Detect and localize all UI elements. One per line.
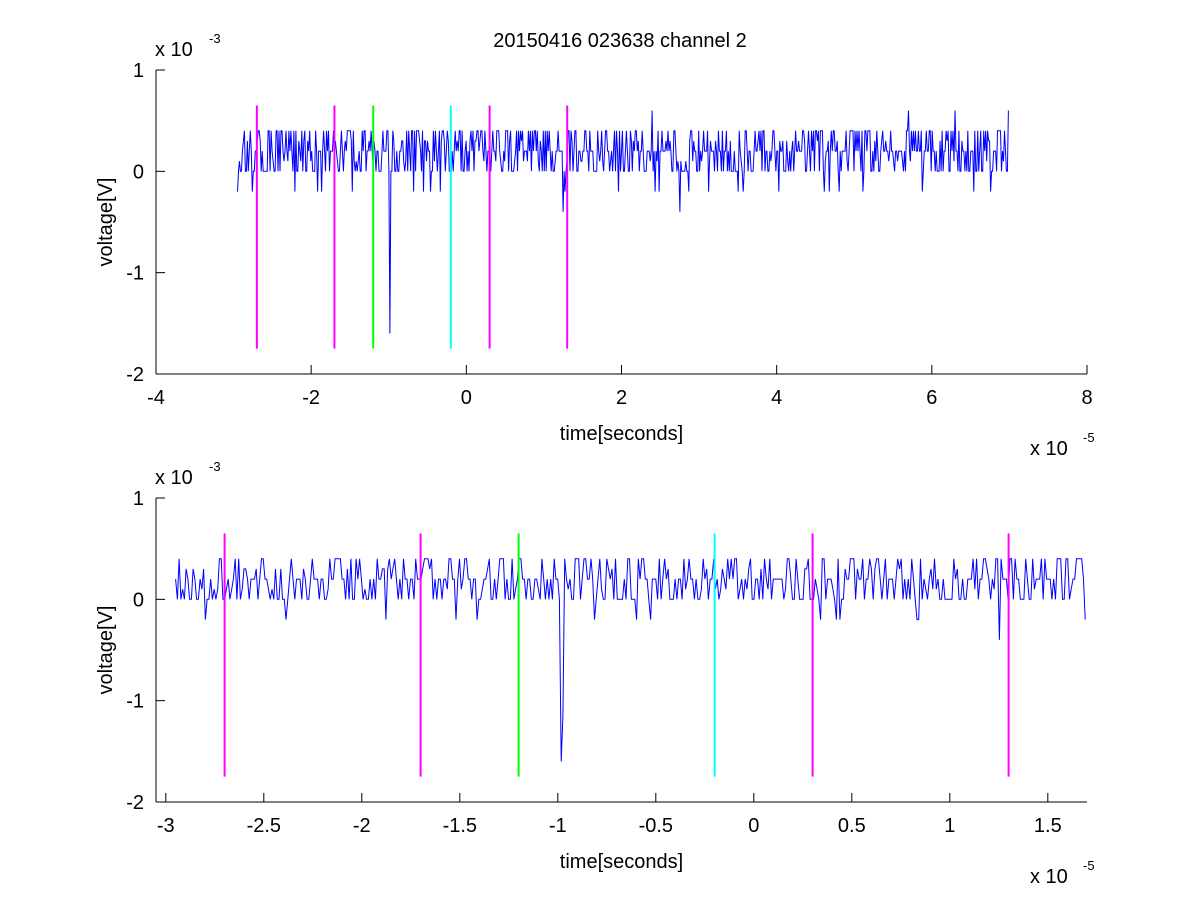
y-exponent-power: -3 (209, 31, 221, 46)
x-tick-label: 1 (944, 815, 955, 837)
x-tick-label: -2.5 (247, 815, 281, 837)
y-tick-label: -2 (126, 364, 144, 386)
x-tick-label: 0 (748, 815, 759, 837)
y-axis-label: voltage[V] (95, 606, 117, 695)
x-axis-label: time[seconds] (560, 423, 683, 445)
x-tick-label: -1.5 (443, 815, 477, 837)
x-tick-label: 6 (926, 387, 937, 409)
x-tick-label: -2 (353, 815, 371, 837)
y-tick-label: 0 (133, 161, 144, 183)
x-tick-label: 2 (616, 387, 627, 409)
y-tick-label: -1 (126, 263, 144, 285)
figure-title: 20150416 023638 channel 2 (493, 30, 747, 52)
x-tick-label: 0.5 (838, 815, 866, 837)
y-exponent-label: x 10 (155, 39, 193, 61)
y-tick-label: 1 (133, 60, 144, 82)
voltage-trace-line (237, 110, 1009, 334)
x-tick-label: -3 (157, 815, 175, 837)
x-tick-label: -0.5 (639, 815, 673, 837)
x-exponent-power: -5 (1083, 430, 1095, 445)
x-tick-label: 8 (1081, 387, 1092, 409)
y-tick-label: 1 (133, 488, 144, 510)
x-axis-label: time[seconds] (560, 851, 683, 873)
y-tick-label: 0 (133, 589, 144, 611)
x-exponent-label: x 10 (1030, 866, 1068, 888)
top-subplot: -4 -2 0 2 4 6 8-2-101time[seconds]voltage[V]x … (95, 31, 1095, 460)
x-tick-label: -2 (302, 387, 320, 409)
x-tick-label: 4 (771, 387, 782, 409)
x-tick-label: 0 (461, 387, 472, 409)
y-tick-label: -2 (126, 792, 144, 814)
x-tick-label: -4 (147, 387, 165, 409)
y-exponent-label: x 10 (155, 467, 193, 489)
y-exponent-power: -3 (209, 459, 221, 474)
bottom-subplot: -3 -2.5 -2 -1.5 -1 -0.5 0 0.5 1 1.5 -2 -1 0 1 time[sec… (95, 459, 1095, 888)
x-exponent-power: -5 (1083, 858, 1095, 873)
x-exponent-label: x 10 (1030, 438, 1068, 460)
x-tick-label: 1.5 (1034, 815, 1062, 837)
x-tick-label: -1 (549, 815, 567, 837)
y-axis-label: voltage[V] (95, 178, 117, 267)
voltage-trace-line (175, 558, 1086, 762)
y-tick-label: -1 (126, 691, 144, 713)
